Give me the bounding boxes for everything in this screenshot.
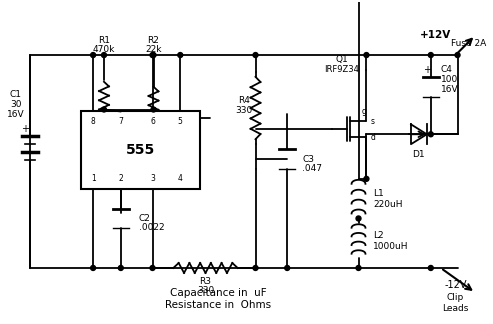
Text: 470k: 470k bbox=[93, 45, 115, 53]
Text: 22k: 22k bbox=[145, 45, 162, 53]
Text: C2: C2 bbox=[139, 214, 150, 223]
Text: 2: 2 bbox=[118, 174, 123, 183]
Circle shape bbox=[102, 52, 106, 58]
Text: +: + bbox=[423, 65, 431, 75]
Text: C4: C4 bbox=[441, 65, 453, 75]
Text: 100: 100 bbox=[441, 75, 458, 84]
Text: .047: .047 bbox=[302, 165, 322, 173]
Text: 7: 7 bbox=[118, 117, 123, 126]
Circle shape bbox=[151, 107, 156, 112]
Text: +: + bbox=[21, 124, 29, 134]
Text: L2: L2 bbox=[373, 231, 384, 240]
Text: R1: R1 bbox=[98, 36, 110, 45]
Circle shape bbox=[428, 265, 433, 271]
Text: R4: R4 bbox=[238, 96, 249, 105]
Circle shape bbox=[364, 52, 369, 58]
Text: IRF9Z34: IRF9Z34 bbox=[324, 65, 359, 75]
Text: 220uH: 220uH bbox=[373, 200, 403, 209]
Text: -12V: -12V bbox=[444, 280, 467, 290]
Text: .0022: .0022 bbox=[139, 223, 164, 232]
Circle shape bbox=[356, 216, 361, 221]
Circle shape bbox=[91, 52, 96, 58]
Text: Clip: Clip bbox=[447, 293, 464, 302]
Text: 330: 330 bbox=[197, 286, 214, 295]
Circle shape bbox=[253, 265, 258, 271]
Circle shape bbox=[91, 265, 96, 271]
Text: 16V: 16V bbox=[441, 85, 458, 94]
Circle shape bbox=[150, 265, 155, 271]
Circle shape bbox=[428, 52, 433, 58]
Circle shape bbox=[253, 52, 258, 58]
Text: C3: C3 bbox=[302, 155, 314, 164]
Text: 330: 330 bbox=[235, 106, 252, 114]
Circle shape bbox=[178, 52, 183, 58]
Circle shape bbox=[150, 52, 155, 58]
Text: C1: C1 bbox=[10, 90, 22, 99]
Text: 8: 8 bbox=[91, 117, 96, 126]
Bar bbox=[81, 111, 200, 189]
Text: Resistance in  Ohms: Resistance in Ohms bbox=[165, 300, 271, 310]
Text: s: s bbox=[370, 117, 374, 126]
Text: Capacitance in  uF: Capacitance in uF bbox=[170, 288, 266, 298]
Text: D1: D1 bbox=[413, 150, 425, 158]
Circle shape bbox=[118, 265, 123, 271]
Text: 3: 3 bbox=[150, 174, 155, 183]
Text: 5: 5 bbox=[178, 117, 183, 126]
Text: R2: R2 bbox=[147, 36, 159, 45]
Circle shape bbox=[455, 52, 460, 58]
Text: 30: 30 bbox=[10, 100, 22, 109]
Circle shape bbox=[428, 132, 433, 137]
Text: 6: 6 bbox=[150, 117, 155, 126]
Text: Q1: Q1 bbox=[335, 55, 348, 64]
Text: Fuse 2A: Fuse 2A bbox=[451, 39, 486, 48]
Circle shape bbox=[102, 107, 106, 112]
Text: Leads: Leads bbox=[442, 304, 469, 313]
Text: 16V: 16V bbox=[7, 110, 25, 119]
Text: 4: 4 bbox=[178, 174, 183, 183]
Text: 1000uH: 1000uH bbox=[373, 242, 409, 251]
Text: d: d bbox=[370, 133, 375, 142]
Circle shape bbox=[364, 176, 369, 181]
Text: R3: R3 bbox=[200, 277, 211, 286]
Text: g: g bbox=[361, 107, 366, 116]
Text: L1: L1 bbox=[373, 189, 384, 198]
Text: 1: 1 bbox=[91, 174, 96, 183]
Text: +12V: +12V bbox=[420, 30, 452, 40]
Circle shape bbox=[285, 265, 290, 271]
Text: 555: 555 bbox=[126, 143, 155, 157]
Circle shape bbox=[151, 52, 156, 58]
Circle shape bbox=[356, 265, 361, 271]
